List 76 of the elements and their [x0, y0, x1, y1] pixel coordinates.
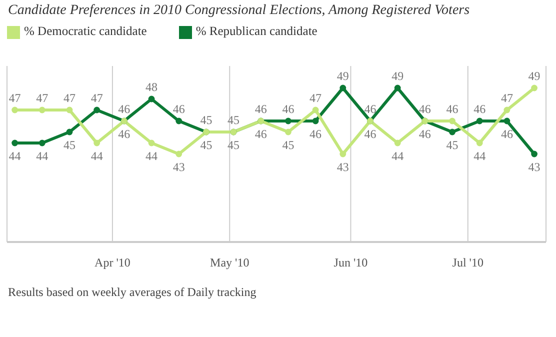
x-tick-label: Apr '10	[94, 256, 130, 270]
data-label: 49	[528, 69, 540, 83]
data-label: 46	[364, 102, 376, 116]
data-label: 47	[36, 91, 48, 105]
data-label: 46	[364, 127, 376, 141]
point	[94, 106, 100, 114]
point	[449, 118, 456, 124]
point	[340, 150, 346, 158]
data-label: 46	[172, 102, 185, 116]
point	[38, 106, 46, 114]
data-label: 46	[446, 102, 458, 116]
data-label: 48	[146, 80, 158, 94]
x-tick-label: Jun '10	[334, 256, 368, 270]
data-label: 44	[146, 149, 158, 163]
point	[394, 84, 401, 92]
data-label: 44	[392, 149, 404, 163]
data-label: 44	[36, 149, 48, 163]
point	[531, 150, 538, 158]
data-label: 46	[254, 127, 267, 141]
point	[449, 128, 456, 136]
x-tick-label: Jul '10	[452, 256, 484, 270]
data-label: 46	[254, 102, 267, 116]
point	[148, 96, 155, 102]
point	[312, 106, 319, 114]
point	[66, 106, 73, 114]
data-label: 45	[228, 113, 240, 127]
point	[176, 118, 182, 124]
point	[476, 118, 483, 124]
data-label: 49	[392, 69, 404, 83]
data-label: 45	[200, 138, 212, 152]
point	[38, 140, 46, 146]
data-label: 46	[282, 102, 294, 116]
data-label: 45	[63, 138, 76, 152]
data-label: 49	[336, 69, 349, 83]
legend-label: % Democratic candidate	[24, 24, 147, 38]
point	[148, 140, 155, 146]
point	[531, 84, 538, 92]
point	[476, 140, 483, 146]
point	[504, 118, 510, 124]
data-label: 43	[172, 160, 185, 174]
point	[12, 140, 18, 146]
point	[66, 128, 73, 136]
data-label: 47	[63, 91, 76, 105]
data-label: 43	[528, 160, 540, 174]
point	[285, 118, 292, 124]
x-tick-label: May '10	[210, 256, 250, 270]
point	[312, 118, 319, 124]
data-label: 47	[8, 91, 21, 105]
data-label: 43	[336, 160, 349, 174]
data-label: 46	[310, 127, 322, 141]
data-label: 45	[282, 138, 294, 152]
point	[394, 140, 401, 146]
data-label: 46	[474, 102, 486, 116]
data-label: 47	[500, 91, 513, 105]
data-label: 45	[446, 138, 458, 152]
point	[12, 106, 18, 114]
data-label: 44	[90, 149, 103, 163]
data-label: 46	[418, 102, 431, 116]
data-label: 46	[418, 127, 431, 141]
data-label: 45	[200, 113, 212, 127]
point	[176, 150, 182, 158]
data-label: 46	[118, 102, 130, 116]
legend-label: % Republican candidate	[196, 24, 318, 38]
data-label: 46	[118, 127, 130, 141]
point	[340, 84, 346, 92]
chart-title: Candidate Preferences in 2010 Congressional Elections, Among Registered Voters	[8, 3, 470, 19]
data-label: 44	[474, 149, 486, 163]
text: Results based on weekly averages of Daily tracking	[8, 285, 256, 300]
data-label: 47	[310, 91, 322, 105]
data-label: 47	[90, 91, 103, 105]
point	[285, 128, 292, 136]
point	[504, 106, 510, 114]
data-label: 45	[228, 138, 240, 152]
data-label: 46	[500, 127, 513, 141]
point	[94, 140, 100, 146]
data-label: 44	[8, 149, 21, 163]
